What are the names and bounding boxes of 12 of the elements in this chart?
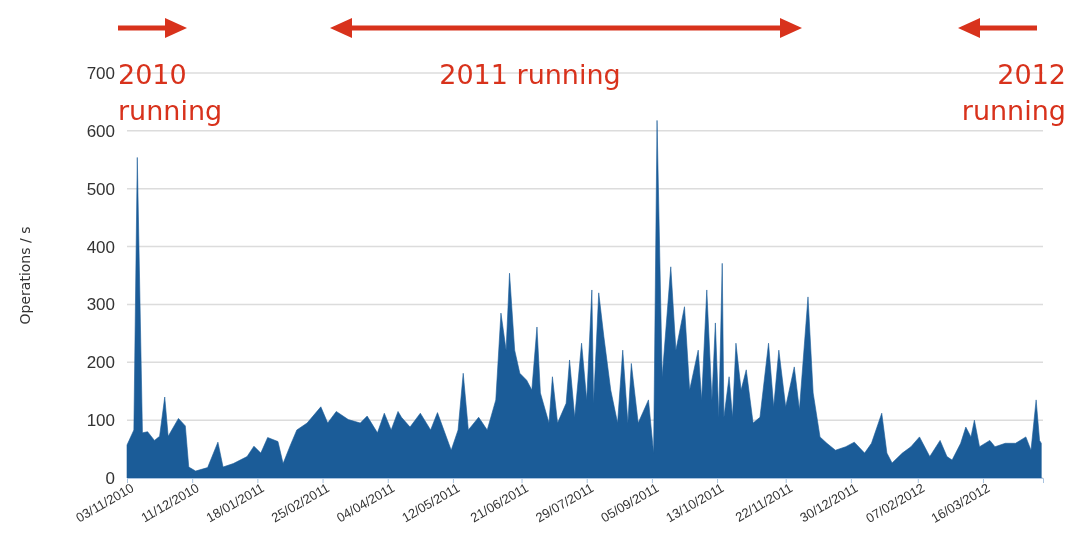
annotation: 2012 running	[961, 59, 1066, 126]
y-tick-label: 600	[86, 121, 115, 141]
y-axis-title: Operations / s	[17, 226, 33, 325]
y-tick-label: 100	[86, 411, 115, 431]
y-tick-label: 400	[86, 237, 115, 257]
y-tick-label: 200	[86, 353, 115, 373]
annotation: 2010 running	[118, 59, 223, 126]
y-tick-label: 500	[86, 179, 115, 199]
y-tick-label: 300	[86, 295, 115, 315]
y-tick-label: 700	[86, 63, 115, 83]
y-tick-label: 0	[105, 468, 115, 488]
annotation: 2011 running	[439, 59, 621, 90]
